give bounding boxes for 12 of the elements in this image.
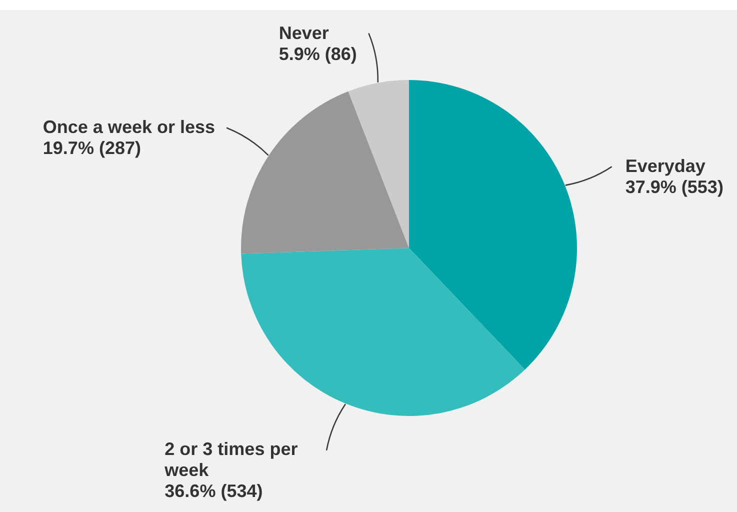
data-label: 37.9% (553) bbox=[625, 177, 724, 198]
data-label: 19.7% (287) bbox=[42, 138, 142, 160]
slice-label: Never bbox=[278, 23, 330, 44]
pie-slice bbox=[409, 80, 577, 370]
pie-slice bbox=[241, 248, 525, 416]
slice-label: Once a week or less bbox=[42, 117, 216, 138]
pie-slice bbox=[241, 91, 409, 254]
slice-label: Everyday bbox=[625, 156, 706, 178]
data-label: 5.9% (86) bbox=[278, 44, 357, 66]
slice-label: 2 or 3 times per week bbox=[164, 439, 299, 482]
data-label: 36.6% (534) bbox=[164, 481, 264, 502]
pie-slice bbox=[348, 80, 409, 248]
